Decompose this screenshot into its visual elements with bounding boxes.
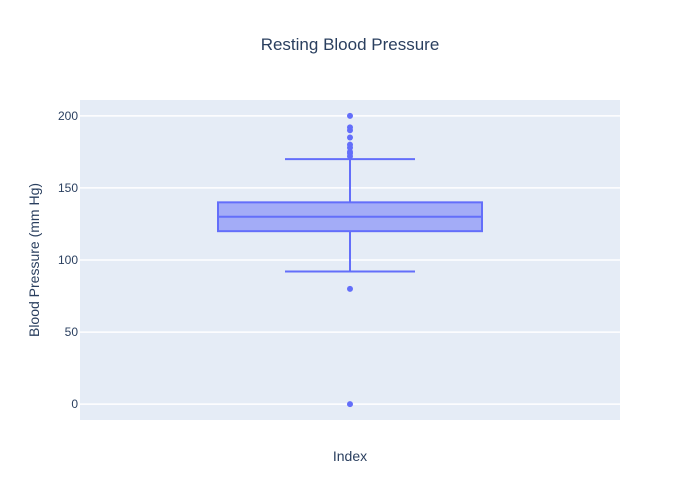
outlier-point-1[interactable] [347, 285, 353, 292]
chart-title: Resting Blood Pressure [261, 35, 440, 54]
outlier-point-10[interactable] [347, 112, 353, 119]
outlier-point-7[interactable] [347, 134, 353, 141]
outlier-points[interactable] [347, 112, 353, 408]
y-tick-label-0: 0 [71, 397, 78, 411]
outlier-point-6[interactable] [347, 141, 353, 148]
outlier-point-9[interactable] [347, 124, 353, 131]
y-tick-label-100: 100 [58, 253, 78, 267]
y-tick-labels: 0 50 100 150 200 [58, 109, 78, 411]
box-trace[interactable] [217, 158, 483, 273]
outlier-point-0[interactable] [347, 401, 353, 408]
x-axis-label: Index [333, 448, 367, 464]
y-tick-label-50: 50 [65, 325, 79, 339]
y-axis-label: Blood Pressure (mm Hg) [26, 183, 42, 337]
y-tick-label-200: 200 [58, 109, 78, 123]
outlier-point-4[interactable] [347, 148, 353, 155]
y-tick-label-150: 150 [58, 181, 78, 195]
